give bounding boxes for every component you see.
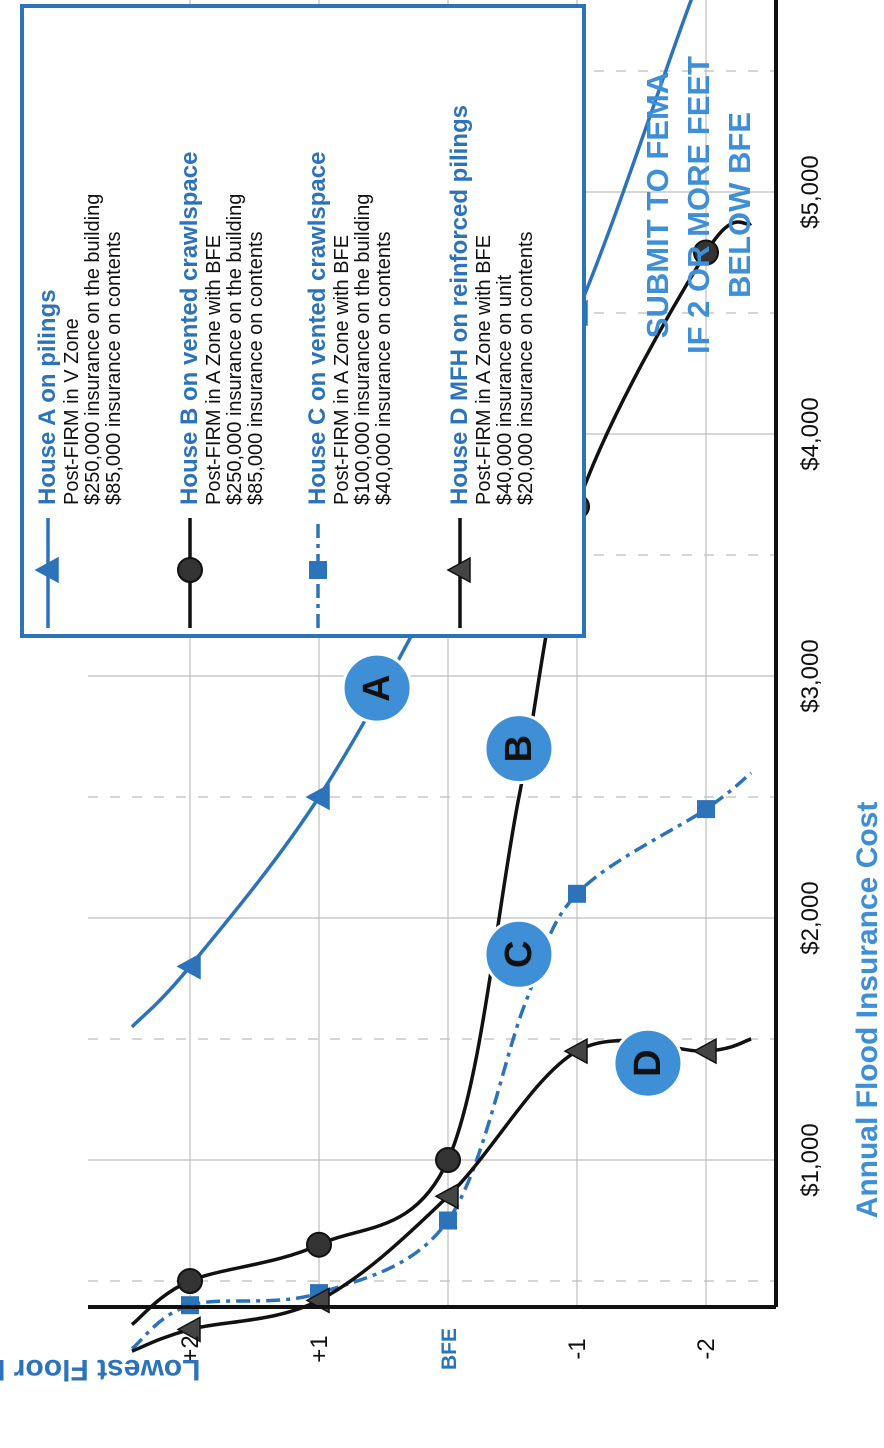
legend-entry-line: Post-FIRM in A Zone with BFE: [203, 235, 225, 505]
x-tick-label: $3,000: [797, 639, 824, 712]
legend-entry-line: $40,000 insurance on unit: [494, 274, 516, 505]
legend-entry-title: House A on pilings: [34, 289, 61, 505]
annotation-line-1: SUBMIT TO FEMA: [640, 72, 675, 338]
data-point-circle: [436, 1148, 460, 1172]
legend-entry-line: $100,000 insurance on the building: [352, 194, 374, 505]
legend-entry-line: Post-FIRM in A Zone with BFE: [331, 235, 353, 505]
y-tick-label: -1: [564, 1338, 591, 1359]
curve-label-text: B: [498, 735, 540, 762]
data-point-square: [568, 885, 586, 903]
data-point-square: [439, 1212, 457, 1230]
legend-entry-title: House B on vented crawlspace: [176, 152, 203, 505]
legend-entry-line: $85,000 insurance on contents: [103, 231, 125, 505]
x-axis-title: Annual Flood Insurance Cost: [851, 802, 884, 1219]
x-tick-label: $4,000: [797, 397, 824, 470]
annotation-line-3: BELOW BFE: [722, 112, 757, 298]
x-tick-label: $1,000: [797, 1123, 824, 1196]
legend-entry-title: House C on vented crawlspace: [304, 152, 331, 505]
curve-label-text: C: [498, 941, 540, 968]
legend-entry-line: Post-FIRM in A Zone with BFE: [473, 235, 495, 505]
y-axis-title: Lowest Floor Relative to BFE: [0, 1353, 200, 1386]
y-tick-label: +1: [306, 1335, 333, 1362]
legend-entry-line: $85,000 insurance on contents: [245, 231, 267, 505]
legend-entry-line: $40,000 insurance on contents: [373, 231, 395, 505]
data-point-circle: [307, 1233, 331, 1257]
annotation-line-2: IF 2 OR MORE FEET: [681, 56, 716, 354]
legend-entry-line: $250,000 insurance on the building: [82, 194, 104, 505]
data-point-circle: [178, 558, 202, 582]
data-point-circle: [178, 1269, 202, 1293]
legend-entry-title: House D MFH on reinforced pilings: [446, 105, 473, 505]
legend-entry-line: Post-FIRM in V Zone: [61, 318, 83, 505]
y-tick-label: BFE: [438, 1328, 461, 1370]
legend-entry-line: $20,000 insurance on contents: [515, 231, 537, 505]
x-tick-label: $5,000: [797, 155, 824, 228]
legend-entry-line: $250,000 insurance on the building: [224, 194, 246, 505]
data-point-square: [309, 561, 327, 579]
curve-label-text: A: [356, 674, 398, 701]
y-tick-label: -2: [693, 1338, 720, 1359]
data-point-square: [697, 800, 715, 818]
x-tick-label: $2,000: [797, 881, 824, 954]
curve-label-text: D: [627, 1049, 669, 1076]
